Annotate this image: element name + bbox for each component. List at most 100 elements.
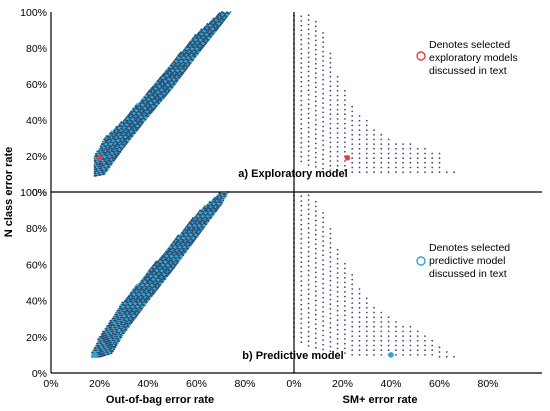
sm-point	[336, 146, 339, 148]
sm-point	[431, 349, 434, 352]
sm-point	[438, 355, 441, 358]
sm-point	[307, 302, 310, 305]
oob-point	[143, 304, 146, 307]
sm-point	[438, 171, 441, 174]
sm-point	[314, 342, 317, 344]
sm-point	[314, 53, 317, 56]
sm-point	[344, 122, 346, 125]
sm-point	[300, 76, 303, 79]
sm-point	[351, 115, 354, 117]
sm-point	[445, 171, 448, 174]
sm-point	[336, 342, 339, 345]
sm-point	[358, 330, 361, 333]
oob-point	[139, 309, 142, 312]
sm-point	[307, 154, 310, 157]
sm-point	[344, 295, 346, 298]
sm-point	[402, 354, 404, 356]
oob-point	[145, 301, 148, 304]
sm-point	[322, 32, 324, 34]
sm-point	[424, 349, 426, 352]
sm-point	[402, 335, 404, 337]
sm-point	[329, 298, 332, 301]
sm-point	[373, 161, 375, 164]
sm-point	[329, 279, 332, 282]
sm-point	[409, 171, 412, 174]
sm-point	[329, 326, 332, 329]
sm-point	[365, 302, 368, 304]
oob-point	[113, 348, 116, 351]
oob-point	[127, 139, 130, 142]
oob-point	[171, 86, 174, 89]
oob-point	[217, 26, 220, 29]
sm-point	[322, 325, 324, 327]
oob-point	[224, 195, 227, 198]
oob-point	[110, 352, 113, 355]
x-tick-label: 0%	[43, 378, 58, 390]
sm-point	[402, 349, 404, 352]
sm-point	[358, 354, 361, 356]
sm-point	[307, 255, 310, 258]
sm-point	[329, 317, 332, 320]
sm-point	[322, 69, 324, 72]
sm-point	[424, 171, 426, 174]
sm-point	[314, 327, 317, 330]
sm-point	[322, 158, 324, 161]
sm-point	[336, 309, 339, 312]
sm-point	[322, 106, 324, 109]
sm-point	[314, 271, 317, 274]
sm-point	[322, 212, 324, 214]
sm-point	[307, 89, 310, 91]
sm-point	[344, 267, 346, 270]
sm-point	[344, 108, 346, 111]
sm-point	[314, 233, 317, 236]
oob-point	[188, 245, 191, 249]
sm-point	[307, 250, 310, 253]
sm-point	[329, 275, 332, 277]
sm-point	[336, 262, 339, 265]
oob-point	[206, 221, 209, 224]
oob-point	[143, 119, 146, 123]
sm-point	[344, 314, 346, 317]
sm-point	[329, 85, 332, 88]
sm-point	[322, 278, 324, 280]
oob-point	[133, 317, 136, 320]
sm-point	[314, 114, 317, 117]
sm-point	[322, 167, 324, 170]
sm-point	[351, 138, 354, 141]
sm-point	[402, 330, 404, 333]
oob-point	[128, 138, 131, 141]
sm-point	[402, 161, 404, 164]
oob-point	[119, 151, 122, 154]
sm-point	[431, 171, 434, 174]
sm-point	[358, 302, 361, 304]
oob-point	[226, 14, 230, 17]
sm-point	[395, 152, 397, 155]
sm-point	[387, 349, 390, 352]
sm-point	[307, 236, 310, 239]
sm-point	[329, 71, 332, 73]
sm-point	[307, 164, 310, 166]
oob-point	[149, 112, 152, 115]
sm-point	[314, 25, 317, 28]
sm-point	[300, 233, 303, 235]
oob-point	[182, 254, 185, 257]
sm-point	[336, 276, 339, 279]
sm-point	[416, 161, 419, 164]
oob-point	[219, 23, 222, 26]
sm-point	[351, 288, 354, 290]
sm-point	[314, 105, 317, 107]
oob-point	[117, 152, 120, 155]
sm-point	[307, 222, 310, 225]
sm-point	[373, 138, 375, 141]
oob-point	[179, 257, 182, 260]
sm-point	[344, 132, 346, 134]
sm-point	[300, 90, 303, 93]
sm-point	[322, 240, 324, 243]
sm-point	[322, 301, 324, 304]
sm-point	[351, 147, 354, 150]
sm-point	[344, 347, 346, 350]
sm-point	[322, 41, 324, 44]
sm-point	[307, 33, 310, 35]
sm-point	[431, 157, 434, 160]
sm-point	[387, 171, 390, 174]
